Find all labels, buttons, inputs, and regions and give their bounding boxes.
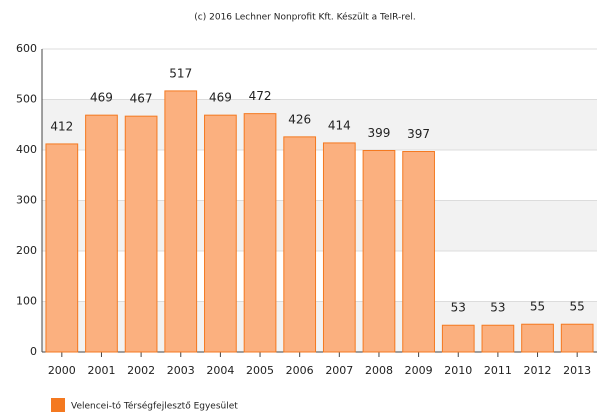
y-tick-label: 100 [16,295,37,308]
x-tick-label: 2000 [48,364,76,377]
y-tick-label: 400 [16,143,37,156]
y-tick-label: 600 [16,42,37,55]
x-tick-label: 2007 [325,364,353,377]
value-label: 517 [169,66,192,80]
bar [45,143,79,353]
value-label: 53 [451,301,466,315]
bar [124,115,158,353]
value-label: 472 [249,89,272,103]
value-label: 469 [209,91,232,105]
x-tick-label: 2002 [127,364,155,377]
x-tick-label: 2013 [563,364,591,377]
value-label: 469 [90,91,113,105]
bar [560,323,594,353]
bar [441,324,475,353]
y-tick-label: 300 [16,194,37,207]
value-label: 399 [368,126,391,140]
bar [521,323,554,353]
value-label: 53 [490,301,505,315]
x-tick-label: 2010 [444,364,472,377]
value-label: 414 [328,118,351,132]
value-label: 412 [50,119,73,133]
bar [362,150,396,353]
bar [283,136,317,353]
x-tick-label: 2004 [206,364,234,377]
y-tick-label: 500 [16,93,37,106]
value-label: 55 [570,300,585,314]
x-tick-label: 2009 [405,364,433,377]
value-label: 55 [530,300,545,314]
value-label: 467 [130,92,153,106]
y-tick-label: 200 [16,244,37,257]
bar [243,113,277,353]
bar [85,114,118,353]
x-tick-label: 2008 [365,364,393,377]
x-tick-label: 2012 [524,364,552,377]
x-tick-label: 2005 [246,364,274,377]
x-tick-label: 2006 [286,364,314,377]
chart-title: (c) 2016 Lechner Nonprofit Kft. Készült … [194,12,415,23]
x-tick-label: 2001 [87,364,115,377]
x-tick-label: 2003 [167,364,195,377]
bar [402,151,435,353]
legend-label: Velencei-tó Térségfejlesztő Egyesület [71,401,238,412]
bar [481,324,515,353]
bar [322,142,356,353]
y-tick-label: 0 [30,345,37,358]
bar [204,114,237,353]
value-label: 426 [288,112,311,126]
bar [164,90,198,353]
x-tick-label: 2011 [484,364,512,377]
legend-swatch [51,398,65,412]
value-label: 397 [407,127,430,141]
